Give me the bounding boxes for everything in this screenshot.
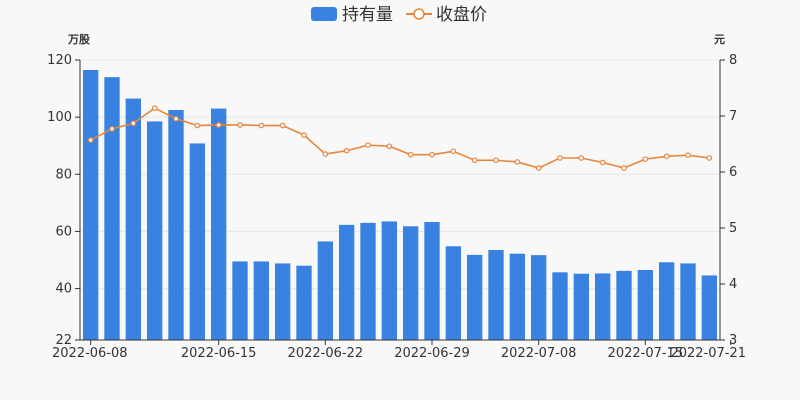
left-axis-tick-label: 22 xyxy=(55,333,72,348)
holdings-bar[interactable] xyxy=(466,254,483,340)
close-price-point[interactable] xyxy=(450,148,457,155)
grid xyxy=(80,59,720,290)
x-axis-tick-label: 2022-07-21 xyxy=(670,346,746,361)
close-price-point[interactable] xyxy=(258,122,265,129)
left-axis-tick-label: 120 xyxy=(47,53,72,68)
holdings-bar[interactable] xyxy=(296,265,312,340)
holdings-bar[interactable] xyxy=(680,263,696,340)
holdings-bar[interactable] xyxy=(616,270,632,340)
close-price-point[interactable] xyxy=(194,122,201,129)
holdings-bar[interactable] xyxy=(168,110,184,340)
holdings-bar[interactable] xyxy=(82,70,99,340)
holdings-bar[interactable] xyxy=(573,273,590,340)
x-axis-tick-label: 2022-07-08 xyxy=(501,346,577,361)
close-price-point[interactable] xyxy=(493,157,499,164)
close-price-line xyxy=(87,105,713,171)
holdings-bar[interactable] xyxy=(552,272,568,340)
legend[interactable]: 持有量 收盘价 xyxy=(311,5,487,25)
close-price-point[interactable] xyxy=(386,143,393,150)
close-price-point[interactable] xyxy=(237,122,243,128)
holdings-bar[interactable] xyxy=(338,224,355,340)
axes: 22 40 60 80 100 120 3 4 5 6 7 8 2022-06-08 2022-06-15… xyxy=(47,53,746,361)
close-price-point[interactable] xyxy=(173,116,179,122)
close-price-point[interactable] xyxy=(151,105,158,111)
legend-label-holdings: 持有量 xyxy=(342,5,393,25)
holdings-bar[interactable] xyxy=(317,241,334,340)
holdings-bar[interactable] xyxy=(402,226,419,340)
close-price-point[interactable] xyxy=(87,137,94,143)
holdings-bar[interactable] xyxy=(146,121,163,340)
holdings-bar[interactable] xyxy=(658,262,675,340)
legend-item-holdings[interactable]: 持有量 xyxy=(311,5,393,25)
holdings-bar[interactable] xyxy=(274,263,291,340)
legend-label-close-price: 收盘价 xyxy=(436,5,487,25)
close-price-point[interactable] xyxy=(215,122,222,128)
holdings-bar[interactable] xyxy=(381,221,398,340)
holdings-bar[interactable] xyxy=(509,253,526,340)
close-price-point[interactable] xyxy=(706,155,713,161)
holdings-bar[interactable] xyxy=(232,261,248,340)
x-axis-tick-label: 2022-06-22 xyxy=(288,346,364,361)
right-axis-tick-label: 8 xyxy=(729,53,737,68)
close-price-point[interactable] xyxy=(109,126,115,132)
holdings-bars xyxy=(82,70,718,341)
holdings-bar[interactable] xyxy=(488,250,504,340)
left-axis-tick-label: 80 xyxy=(55,167,72,182)
close-price-point[interactable] xyxy=(642,156,649,162)
x-axis-tick-label: 2022-06-08 xyxy=(52,346,128,361)
legend-marker-icon xyxy=(413,8,425,20)
holdings-bar[interactable] xyxy=(104,77,120,341)
holdings-bar[interactable] xyxy=(189,143,206,340)
close-price-point[interactable] xyxy=(578,155,585,161)
close-price-point[interactable] xyxy=(514,159,521,165)
close-price-point[interactable] xyxy=(429,151,435,158)
right-axis-unit: 元 xyxy=(714,33,725,46)
x-axis-tick-label: 2022-06-29 xyxy=(394,346,470,361)
holdings-bar[interactable] xyxy=(210,108,227,340)
holdings-bar[interactable] xyxy=(594,273,611,340)
right-axis-tick-label: 6 xyxy=(729,165,737,180)
right-axis-tick-label: 3 xyxy=(729,333,737,348)
holdings-bar[interactable] xyxy=(701,275,718,340)
close-price-point[interactable] xyxy=(685,152,691,159)
holdings-bar[interactable] xyxy=(637,270,654,340)
holdings-bar[interactable] xyxy=(424,222,440,340)
holdings-bar[interactable] xyxy=(253,261,270,340)
close-price-point[interactable] xyxy=(407,151,414,158)
legend-item-close-price[interactable]: 收盘价 xyxy=(406,5,487,25)
close-price-point[interactable] xyxy=(130,120,137,127)
left-axis-tick-label: 60 xyxy=(55,224,72,239)
right-axis-tick-label: 7 xyxy=(729,109,737,124)
close-price-point[interactable] xyxy=(663,153,670,160)
x-axis-tick-label: 2022-07-15 xyxy=(608,346,684,361)
close-price-point[interactable] xyxy=(621,165,627,171)
holdings-bar[interactable] xyxy=(360,222,376,340)
holdings-bar[interactable] xyxy=(530,255,547,340)
left-axis-tick-label: 40 xyxy=(55,282,72,297)
close-price-point[interactable] xyxy=(535,165,542,171)
close-price-point[interactable] xyxy=(343,147,350,154)
x-axis-tick-label: 2022-06-15 xyxy=(181,346,257,361)
close-price-point[interactable] xyxy=(365,142,371,148)
close-price-point[interactable] xyxy=(279,122,286,129)
left-axis-unit: 万股 xyxy=(67,33,91,46)
close-price-point[interactable] xyxy=(301,132,307,138)
left-axis-tick-label: 100 xyxy=(47,110,72,125)
right-axis-tick-label: 4 xyxy=(729,277,737,292)
holdings-bar[interactable] xyxy=(125,98,142,340)
close-price-point[interactable] xyxy=(557,155,563,161)
close-price-point[interactable] xyxy=(599,159,606,166)
right-axis-tick-label: 5 xyxy=(729,221,737,236)
legend-bar-swatch xyxy=(311,7,337,21)
close-price-point[interactable] xyxy=(322,151,329,157)
close-price-polyline xyxy=(90,107,710,169)
holdings-bar[interactable] xyxy=(445,246,462,340)
close-price-point[interactable] xyxy=(471,157,478,164)
